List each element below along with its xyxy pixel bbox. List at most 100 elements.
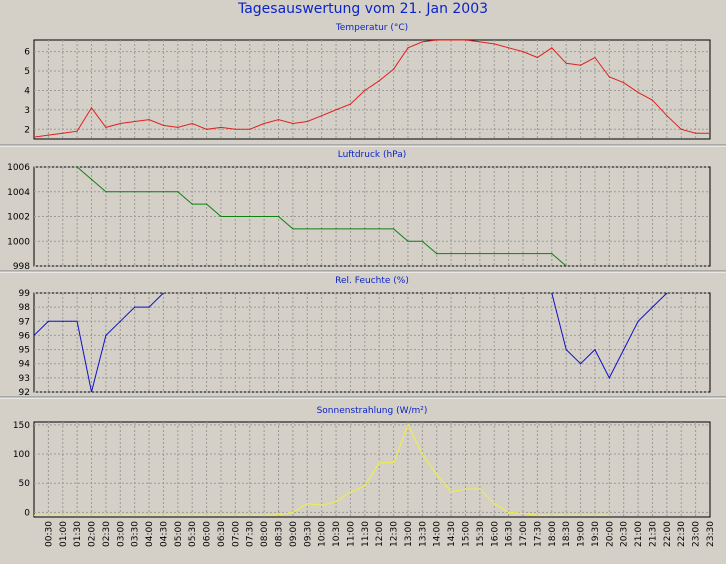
data-point [134,191,136,193]
data-point [105,334,107,336]
data-point [148,514,150,516]
data-point [148,191,150,193]
series-line [34,40,710,138]
x-tick-label: 20:00 [605,521,615,547]
data-point [651,306,654,308]
x-tick-label: 00:30 [44,521,54,547]
y-tick-label: 1004 [7,188,30,198]
plot-frame [33,39,711,140]
data-point [565,349,567,351]
x-tick-label: 14:30 [447,521,457,547]
data-point [421,240,423,242]
data-point [34,334,35,336]
data-point [148,306,150,308]
data-point [393,462,395,464]
series-group [34,423,610,516]
page-title: Tagesauswertung vom 21. Jan 2003 [237,1,489,17]
data-point [695,132,697,134]
data-point [148,119,150,121]
data-point [34,514,35,516]
x-tick-label: 08:00 [260,521,270,547]
data-point [464,253,467,255]
data-point [551,47,553,49]
data-point [292,511,294,513]
x-tick-label: 20:30 [620,521,630,547]
y-tick-label: 2 [24,125,30,135]
data-point [551,293,553,294]
y-tick-label: 92 [19,388,30,398]
y-tick-label: 5 [24,67,30,77]
data-point [680,128,682,130]
x-tick-label: 04:30 [159,521,169,547]
data-point [321,228,323,230]
x-tick-label: 09:00 [289,521,299,547]
data-point [522,253,524,255]
series-line [34,293,164,392]
y-tick-label: 50 [19,479,31,489]
panel-title: Luftdruck (hPa) [338,150,407,160]
data-point [234,215,236,218]
data-point [306,503,308,505]
data-point [407,424,409,426]
data-point [335,228,337,230]
data-point [249,215,251,218]
x-tick-label: 13:00 [404,521,414,547]
x-tick-label: 15:00 [461,521,471,547]
y-tick-label: 1000 [7,237,30,247]
data-point [249,128,251,130]
x-tick-label: 09:30 [303,521,313,547]
data-point [651,99,654,101]
x-tick-label: 01:30 [73,521,83,547]
data-point [76,514,78,516]
x-tick-label: 08:30 [275,521,285,547]
x-tick-label: 10:30 [332,521,342,547]
data-point [479,253,481,255]
y-tick-label: 96 [19,331,31,341]
y-tick-label: 98 [19,303,31,313]
panel-title: Temperatur (°C) [335,23,408,33]
data-point [292,228,294,230]
x-tick-label: 19:30 [591,521,601,547]
data-point [162,124,164,126]
data-point [105,191,107,193]
data-point [436,253,438,255]
data-point [493,43,495,45]
data-point [220,215,222,218]
y-tick-label: 93 [19,374,30,384]
data-point [349,228,351,230]
data-point [349,103,351,105]
x-tick-label: 19:00 [577,521,587,547]
data-point [47,320,50,322]
data-point [580,64,582,66]
data-point [421,453,423,455]
data-point [76,167,78,168]
series-group [76,167,567,266]
x-tick-label: 03:00 [116,521,126,547]
data-point [335,501,337,503]
x-tick-label: 07:00 [231,521,241,547]
data-point [277,215,280,218]
x-tick-label: 17:30 [533,521,543,547]
y-tick-label: 4 [24,86,30,96]
data-point [321,115,323,117]
data-point [479,41,481,43]
x-tick-label: 21:30 [648,521,658,547]
data-point [508,47,510,49]
data-point [666,293,668,294]
x-tick-label: 06:30 [217,521,227,547]
data-point [249,514,251,516]
data-point [364,89,366,92]
data-point [536,253,539,255]
data-point [421,41,423,43]
data-point [62,132,64,134]
x-tick-label: 16:00 [490,521,500,547]
data-point [119,122,121,125]
data-point [508,253,510,255]
data-point [47,514,50,516]
x-tick-label: 22:30 [677,521,687,547]
x-tick-label: 18:00 [548,521,558,547]
data-point [162,293,164,294]
data-point [522,51,524,53]
data-point [551,514,553,516]
